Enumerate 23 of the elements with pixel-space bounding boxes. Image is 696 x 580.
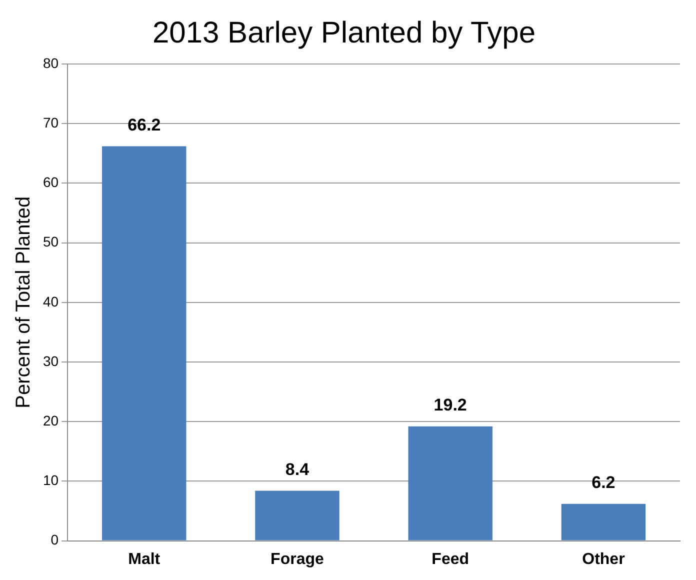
bar: [102, 146, 186, 540]
y-tick-label: 60: [42, 174, 59, 190]
chart-title: 2013 Barley Planted by Type: [152, 16, 536, 50]
bar: [561, 504, 646, 540]
data-label: 8.4: [285, 460, 310, 479]
bar: [408, 426, 492, 540]
bar: [255, 490, 340, 540]
x-tick-label: Malt: [128, 550, 161, 568]
y-tick-label: 10: [42, 472, 59, 488]
y-tick-label: 70: [42, 114, 59, 130]
y-tick-label: 80: [42, 54, 59, 71]
y-tick-label: 0: [50, 532, 59, 548]
y-axis-title: Percent of Total Planted: [12, 196, 35, 408]
x-tick-label: Other: [582, 550, 625, 568]
data-label: 6.2: [592, 473, 616, 492]
x-tick-label: Forage: [270, 550, 324, 568]
y-tick-label: 40: [42, 293, 59, 310]
x-tick-label: Feed: [432, 550, 470, 568]
y-tick-label: 20: [42, 412, 59, 428]
y-tick-label: 30: [42, 352, 59, 369]
y-tick-label: 50: [42, 234, 59, 250]
data-label: 19.2: [434, 396, 467, 415]
data-label: 66.2: [128, 115, 161, 134]
